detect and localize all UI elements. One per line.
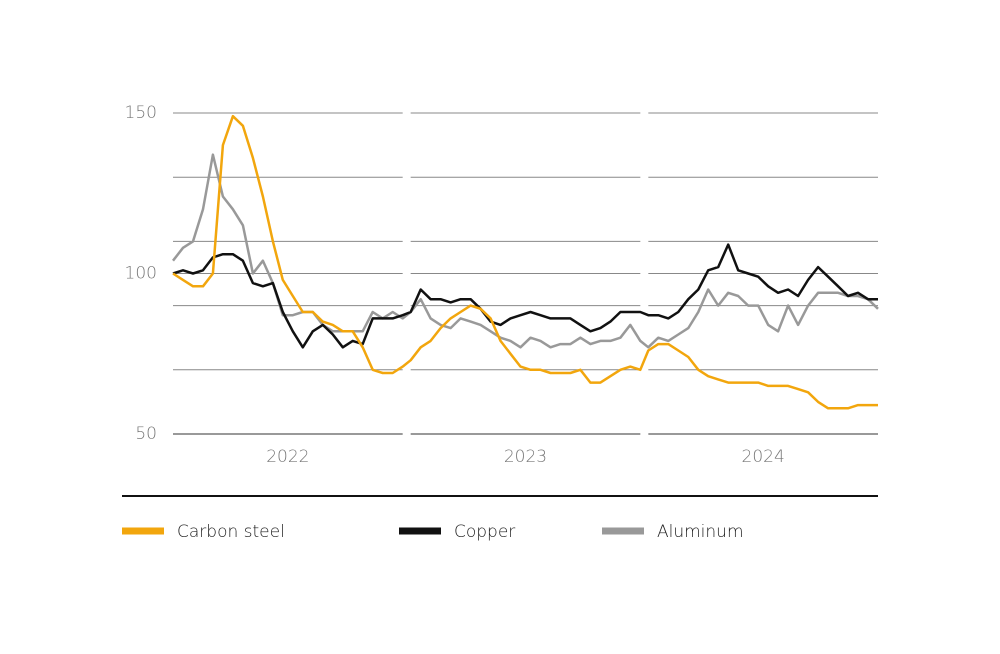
x-tick-label: 2022 [266,447,309,467]
legend-label: Aluminum [657,522,744,542]
y-tick-label: 150 [125,103,157,123]
legend-label: Carbon steel [177,522,285,542]
y-tick-label: 100 [125,264,157,284]
x-tick-label: 2024 [742,447,785,467]
legend-label: Copper [454,522,515,542]
data-line [172,114,878,410]
y-tick-label: 50 [135,424,157,444]
data-line [172,243,878,349]
x-tick-label: 2023 [504,447,547,467]
data-line [172,153,879,349]
